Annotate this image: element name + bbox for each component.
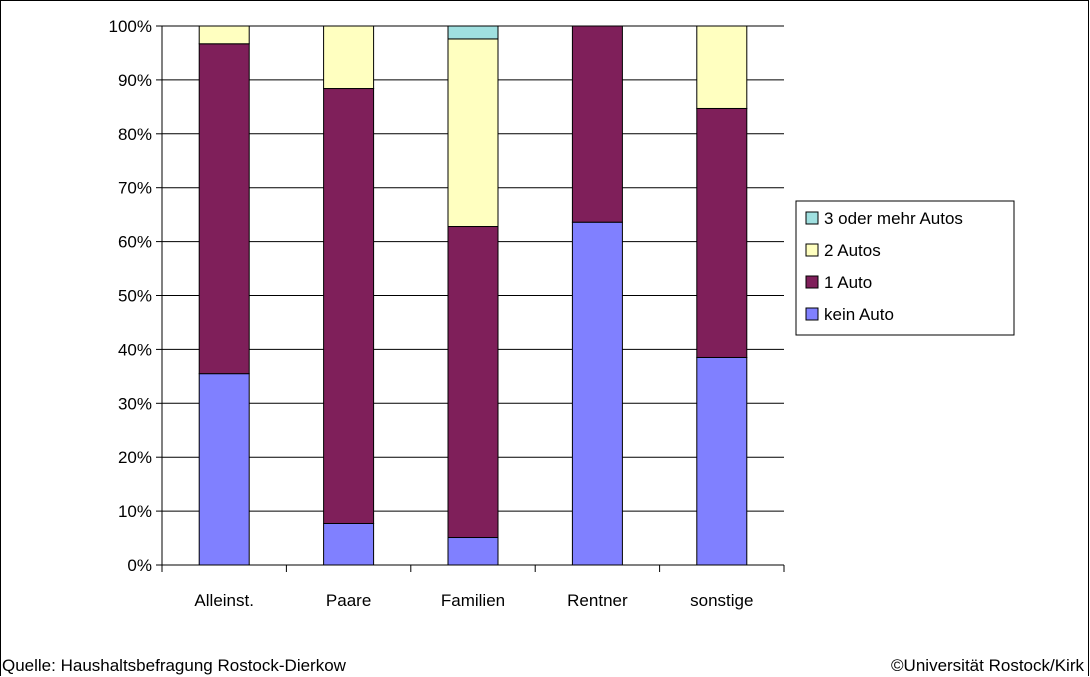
y-tick-label: 80% bbox=[118, 125, 152, 144]
source-note: Quelle: Haushaltsbefragung Rostock-Dierk… bbox=[2, 656, 346, 675]
y-tick-label: 10% bbox=[118, 502, 152, 521]
bar-segment bbox=[198, 25, 250, 45]
bar-segment bbox=[447, 38, 499, 228]
legend-swatch bbox=[805, 211, 819, 225]
bar-segment bbox=[447, 25, 499, 40]
bar-segment bbox=[696, 107, 748, 358]
bar-segment bbox=[198, 373, 250, 566]
legend-swatch bbox=[805, 275, 819, 289]
bar-segment bbox=[696, 25, 748, 109]
bar-segment bbox=[447, 226, 499, 539]
axes bbox=[156, 25, 785, 572]
y-tick-label: 30% bbox=[118, 394, 152, 413]
bar-segment bbox=[571, 25, 623, 223]
bar-segment bbox=[696, 356, 748, 566]
bar-segment bbox=[323, 25, 375, 90]
legend-box bbox=[795, 200, 1015, 336]
legend-label: 3 oder mehr Autos bbox=[824, 209, 963, 228]
y-tick-label: 60% bbox=[118, 233, 152, 252]
y-tick-label: 50% bbox=[118, 287, 152, 306]
bar-segment bbox=[323, 88, 375, 524]
bar-segment bbox=[447, 537, 499, 566]
legend-swatch bbox=[805, 307, 819, 321]
legend-label: 1 Auto bbox=[824, 273, 872, 292]
bars bbox=[198, 25, 748, 566]
y-tick-label: 90% bbox=[118, 71, 152, 90]
legend-label: 2 Autos bbox=[824, 241, 881, 260]
copyright-note: ©Universität Rostock/Kirk bbox=[891, 656, 1084, 675]
bar-segment bbox=[198, 43, 250, 375]
y-tick-label: 40% bbox=[118, 340, 152, 359]
y-tick-labels: 0% 10% 20% 30% 40% 50% 60% 70% 80% 90% 100% bbox=[109, 17, 152, 575]
bar-segment bbox=[323, 522, 375, 566]
x-tick-label: sonstige bbox=[690, 591, 753, 610]
legend-swatch bbox=[805, 243, 819, 257]
x-tick-labels: Alleinst. Paare Familien Rentner sonstige bbox=[194, 591, 753, 610]
y-tick-label: 20% bbox=[118, 448, 152, 467]
x-tick-label: Rentner bbox=[567, 591, 628, 610]
x-tick-label: Alleinst. bbox=[194, 591, 254, 610]
bar-segment bbox=[571, 221, 623, 566]
legend-label: kein Auto bbox=[824, 305, 894, 324]
y-tick-label: 70% bbox=[118, 179, 152, 198]
y-tick-label: 0% bbox=[127, 556, 152, 575]
x-tick-label: Familien bbox=[441, 591, 505, 610]
y-tick-label: 100% bbox=[109, 17, 152, 36]
x-tick-label: Paare bbox=[326, 591, 371, 610]
legend: 3 oder mehr Autos 2 Autos 1 Auto kein Auto bbox=[795, 200, 1015, 336]
